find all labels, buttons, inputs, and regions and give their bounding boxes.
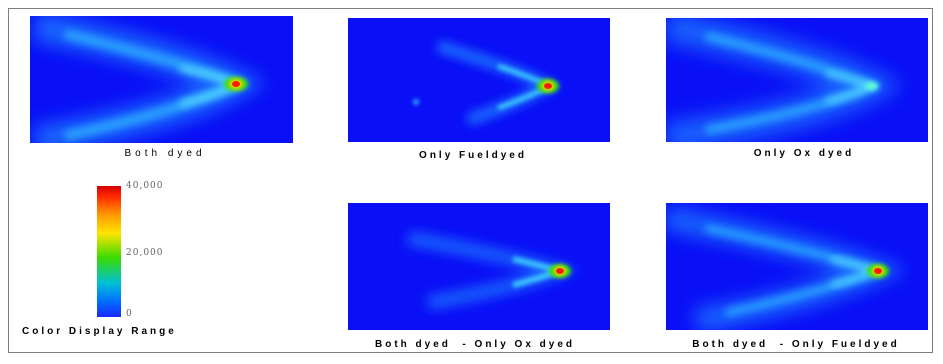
- figure-frame: [8, 8, 933, 353]
- image-only-fuel-dyed: [348, 18, 610, 142]
- legend-tick-mid: 20,000: [126, 248, 164, 258]
- image-only-ox-dyed: [666, 18, 928, 142]
- caption-only-ox-dyed: Only Ox dyed: [753, 148, 855, 159]
- image-both-dyed: [30, 16, 293, 143]
- image-both-minus-only-ox: [348, 203, 610, 330]
- legend-title: Color Display Range: [22, 326, 177, 337]
- color-scale-bar: [97, 186, 121, 317]
- caption-both-minus-only-fuel: Both dyed - Only Fueldyed: [692, 339, 900, 350]
- caption-only-fuel-dyed: Only Fueldyed: [419, 150, 527, 161]
- legend-tick-min: 0: [126, 309, 133, 319]
- legend-tick-max: 40,000: [126, 181, 164, 191]
- image-both-minus-only-fuel: [666, 203, 928, 330]
- caption-both-minus-only-ox: Both dyed - Only Ox dyed: [374, 339, 575, 350]
- caption-both-dyed: Both dyed: [124, 148, 206, 159]
